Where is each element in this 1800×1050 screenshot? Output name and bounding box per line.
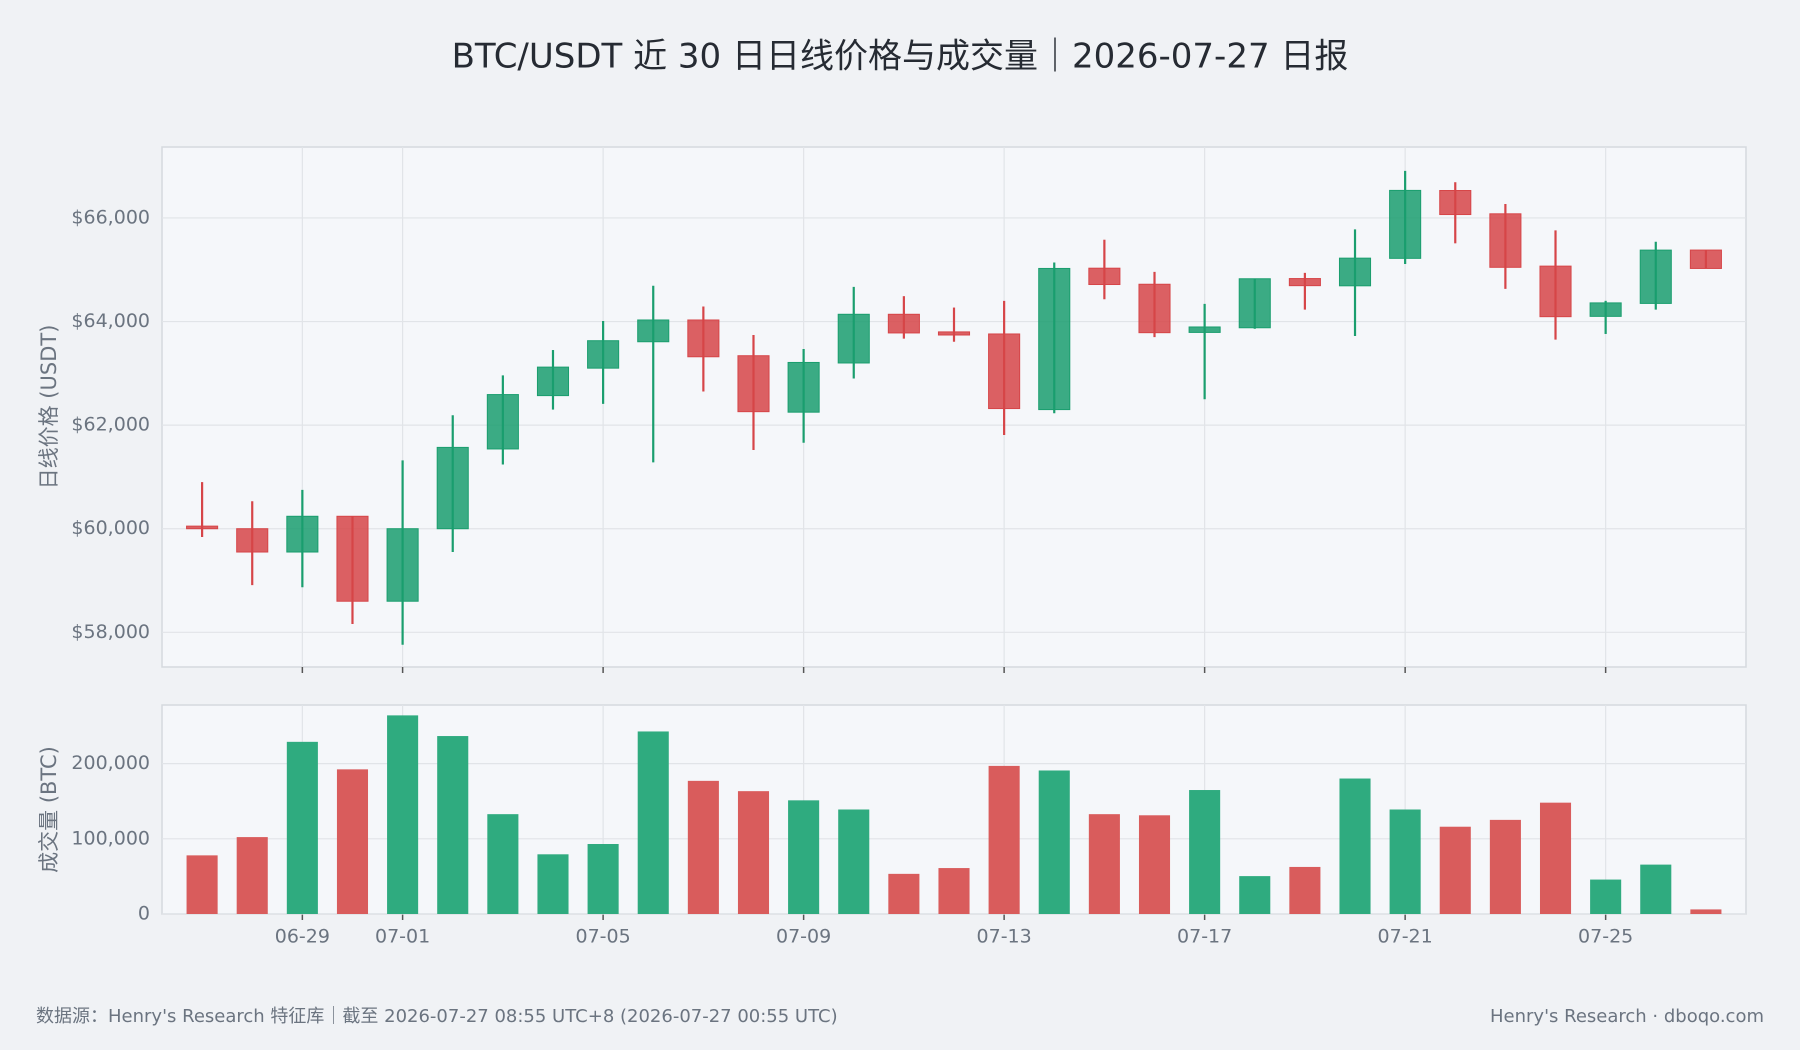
candle-body bbox=[286, 515, 319, 553]
candle-body bbox=[186, 525, 219, 530]
candle-body bbox=[988, 333, 1021, 410]
candle-body bbox=[1389, 189, 1422, 259]
candle-body bbox=[436, 446, 469, 530]
y-tick-label: $62,000 bbox=[71, 414, 150, 436]
y-axis-label: 成交量 (BTC) bbox=[37, 746, 61, 873]
volume-bar bbox=[1038, 770, 1070, 914]
candle-body bbox=[536, 366, 570, 397]
y-tick-label: 100,000 bbox=[71, 827, 150, 849]
candle-body bbox=[386, 528, 419, 602]
candle-body bbox=[486, 394, 519, 450]
y-tick-label: $60,000 bbox=[71, 517, 150, 539]
y-tick-label: $58,000 bbox=[71, 621, 150, 643]
candle-body bbox=[1439, 190, 1472, 216]
candle-body bbox=[336, 515, 369, 602]
y-axis-label: 日线价格 (USDT) bbox=[37, 325, 61, 490]
candle-body bbox=[1188, 326, 1221, 333]
volume-bar bbox=[537, 854, 569, 914]
volume-bar bbox=[1088, 814, 1120, 914]
volume-bar bbox=[1489, 819, 1521, 914]
x-tick-label: 07-01 bbox=[375, 926, 430, 948]
volume-bar bbox=[286, 741, 318, 914]
x-tick-label: 07-21 bbox=[1378, 926, 1433, 948]
candle-body bbox=[887, 313, 920, 334]
x-tick-label: 07-09 bbox=[776, 926, 831, 948]
plot-area bbox=[161, 146, 1747, 668]
volume-bar bbox=[637, 731, 669, 914]
chart-title: BTC/USDT 近 30 日日线价格与成交量｜2026-07-27 日报 bbox=[452, 37, 1349, 77]
y-tick-label: $64,000 bbox=[71, 310, 150, 332]
candle-body bbox=[1238, 278, 1271, 329]
volume-bar bbox=[1640, 864, 1672, 914]
x-tick-label: 06-29 bbox=[275, 926, 330, 948]
candle-body bbox=[587, 340, 620, 369]
x-tick-label: 07-25 bbox=[1578, 926, 1633, 948]
candle-body bbox=[1088, 267, 1121, 286]
candle-body bbox=[737, 355, 770, 413]
volume-bar bbox=[1289, 866, 1321, 914]
volume-bar bbox=[487, 814, 519, 914]
candle-body bbox=[687, 319, 720, 358]
candle-body bbox=[787, 361, 820, 413]
volume-bar bbox=[1590, 879, 1622, 914]
volume-bar bbox=[838, 809, 870, 914]
volume-bar bbox=[888, 873, 920, 914]
candle-body bbox=[1489, 213, 1522, 268]
candle-body bbox=[837, 313, 870, 364]
candle-body bbox=[236, 528, 269, 553]
volume-bar bbox=[1690, 909, 1722, 914]
y-tick-label: 200,000 bbox=[71, 752, 150, 774]
candle-body bbox=[1138, 283, 1171, 334]
candle-body bbox=[1338, 257, 1372, 287]
volume-bar bbox=[387, 715, 419, 914]
candle-body bbox=[1689, 249, 1722, 269]
candle-body bbox=[937, 331, 971, 336]
volume-bar bbox=[437, 736, 469, 914]
volume-bar bbox=[1239, 876, 1271, 914]
volume-bar bbox=[587, 844, 619, 914]
volume-bar bbox=[1339, 778, 1371, 914]
volume-bar bbox=[1539, 802, 1572, 914]
volume-bar bbox=[788, 800, 820, 914]
volume-bar bbox=[1439, 826, 1471, 914]
x-tick-label: 07-17 bbox=[1177, 926, 1232, 948]
volume-bar bbox=[336, 769, 369, 914]
volume-bar bbox=[1138, 815, 1171, 914]
candle-body bbox=[637, 319, 670, 343]
volume-bar bbox=[186, 855, 218, 914]
candle-body bbox=[1589, 302, 1622, 317]
candle-body bbox=[1639, 249, 1672, 304]
y-tick-label: $66,000 bbox=[71, 206, 150, 228]
footer-credit: Henry's Research · dboqo.com bbox=[1490, 1006, 1764, 1027]
footer-source: 数据源：Henry's Research 特征库｜截至 2026-07-27 0… bbox=[36, 1006, 838, 1027]
y-tick-label: 0 bbox=[138, 903, 150, 925]
candle-body bbox=[1288, 278, 1321, 287]
volume-bar bbox=[236, 837, 268, 914]
volume-bar bbox=[1189, 790, 1221, 914]
volume-bar bbox=[1389, 809, 1421, 914]
candle-body bbox=[1539, 265, 1572, 318]
x-tick-label: 07-13 bbox=[977, 926, 1032, 948]
volume-bar bbox=[737, 791, 770, 914]
volume-bar bbox=[687, 780, 719, 914]
candle-body bbox=[1038, 267, 1071, 411]
x-tick-label: 07-05 bbox=[576, 926, 631, 948]
volume-bar bbox=[938, 868, 970, 914]
volume-bar bbox=[988, 765, 1020, 914]
